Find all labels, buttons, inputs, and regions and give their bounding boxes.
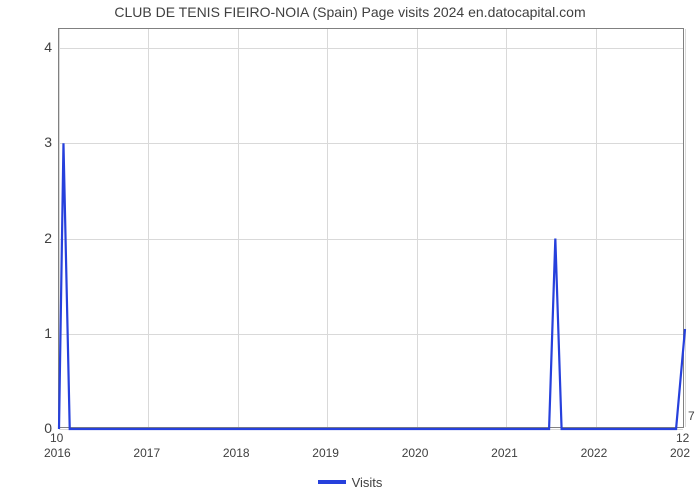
x-tick-label: 2018 (223, 446, 250, 460)
grid-line-v (685, 29, 686, 427)
x-tick-label: 2016 (44, 446, 71, 460)
y-tick-label: 4 (22, 39, 52, 55)
x2-tick-label: 10 (50, 431, 63, 445)
legend: Visits (0, 472, 700, 490)
x-tick-label: 2022 (581, 446, 608, 460)
y-tick-label: 2 (22, 230, 52, 246)
y-tick-label: 1 (22, 325, 52, 341)
y-tick-label: 0 (22, 420, 52, 436)
x2-tick-label: 12 (676, 431, 689, 445)
legend-swatch (318, 480, 346, 484)
plot-area (58, 28, 684, 428)
y2-tick-label: 7 (688, 409, 695, 423)
x-tick-label: 202 (670, 446, 690, 460)
y-tick-label: 3 (22, 134, 52, 150)
x-tick-label: 2019 (312, 446, 339, 460)
chart-title: CLUB DE TENIS FIEIRO-NOIA (Spain) Page v… (0, 4, 700, 20)
x-tick-label: 2021 (491, 446, 518, 460)
legend-label: Visits (352, 475, 383, 490)
chart-container: CLUB DE TENIS FIEIRO-NOIA (Spain) Page v… (0, 0, 700, 500)
x-tick-label: 2017 (133, 446, 160, 460)
series-line (59, 29, 685, 429)
x-tick-label: 2020 (402, 446, 429, 460)
